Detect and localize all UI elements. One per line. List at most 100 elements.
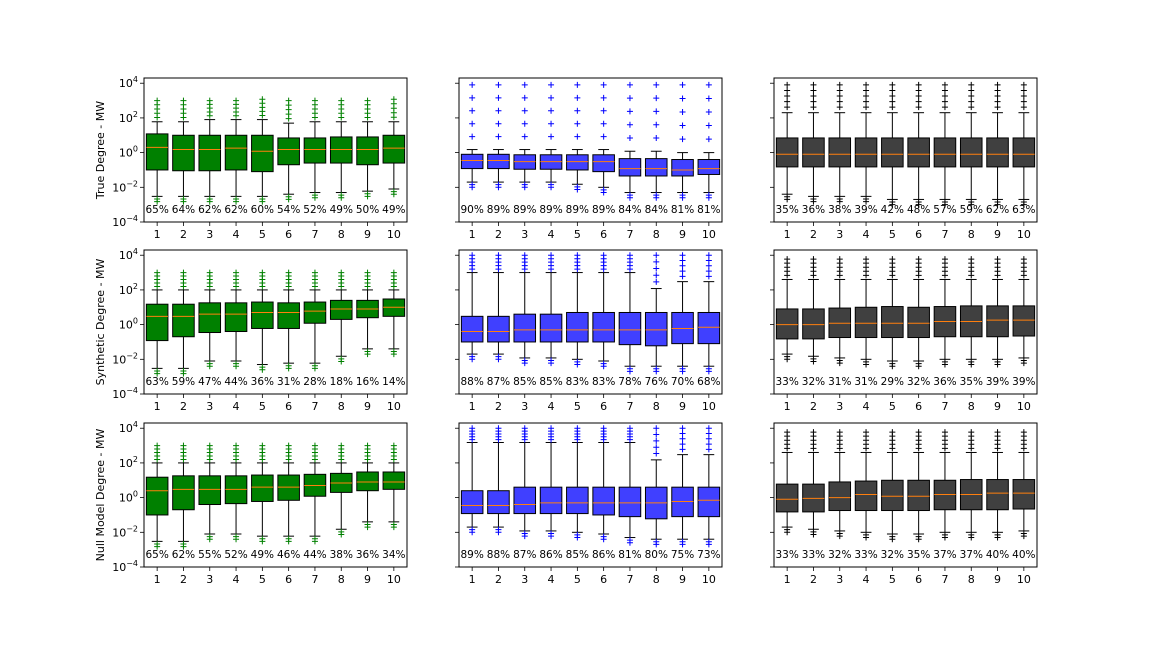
percentage-label: 50% [356, 204, 379, 216]
percentage-label: 42% [881, 204, 904, 216]
percentage-label: 31% [854, 376, 877, 388]
percentage-label: 31% [828, 376, 851, 388]
x-tick-label: 2 [810, 228, 817, 241]
outlier-marker [915, 256, 922, 263]
box-9: 70% 9 [671, 252, 694, 413]
outlier-marker [574, 252, 581, 259]
x-tick-label: 3 [836, 573, 843, 586]
outlier-marker [285, 196, 292, 203]
percentage-label: 65% [145, 204, 168, 216]
x-tick-label: 3 [206, 573, 213, 586]
outlier-marker [626, 81, 633, 88]
outlier-marker [679, 194, 686, 201]
subplot-r3-c1: Null Model Degree - MW10−410−21001021046… [94, 420, 408, 586]
outlier-marker [705, 108, 712, 115]
outlier-marker [364, 442, 371, 449]
outlier-marker [705, 425, 712, 432]
outlier-marker [469, 81, 476, 88]
outlier-marker [233, 198, 240, 205]
outlier-marker [653, 278, 660, 285]
x-tick-label: 1 [784, 400, 791, 413]
outlier-marker [390, 269, 397, 276]
box-body [145, 133, 169, 171]
outlier-marker [626, 539, 633, 546]
x-tick-label: 5 [259, 573, 266, 586]
x-tick-label: 3 [521, 573, 528, 586]
outlier-marker [574, 425, 581, 432]
y-axis-label: Null Model Degree - MW [94, 429, 107, 562]
outlier-marker [626, 368, 633, 375]
box-5: 60% 5 [251, 96, 274, 241]
x-tick-label: 7 [311, 573, 318, 586]
percentage-label: 48% [907, 204, 930, 216]
outlier-marker [836, 81, 843, 88]
percentage-label: 14% [382, 376, 405, 388]
axes-frame [143, 77, 408, 223]
y-tick-label: 10−4 [112, 559, 138, 574]
box-10: 63% 10 [1012, 81, 1036, 241]
box-3: 89% 3 [513, 81, 536, 241]
outlier-marker [548, 425, 555, 432]
outlier-marker [994, 87, 1001, 94]
outlier-marker [679, 257, 686, 264]
outlier-marker [863, 256, 870, 263]
outlier-marker [390, 96, 397, 103]
outlier-marker [600, 120, 607, 127]
outlier-marker [574, 133, 581, 140]
box-body [881, 137, 904, 168]
box-body [460, 153, 484, 170]
box-body [566, 311, 589, 343]
subplot-r1-c2: 90% 1 89% 2 89% 3 89% 4 89% 5 89% 6 84% 7 84% 8 81% 9 81% 1… [455, 77, 723, 241]
outlier-marker [600, 536, 607, 543]
box-3: 85% 3 [513, 252, 536, 413]
box-2: 36% 2 [802, 81, 825, 241]
x-tick-label: 6 [915, 573, 922, 586]
outlier-marker [1020, 256, 1027, 263]
axes-frame [458, 422, 723, 568]
outlier-marker [206, 363, 213, 370]
box-body [881, 306, 904, 339]
outlier-marker [338, 269, 345, 276]
outlier-marker [521, 533, 528, 540]
outlier-marker [548, 120, 555, 127]
outlier-marker [889, 104, 896, 111]
percentage-label: 87% [513, 549, 536, 561]
x-tick-label: 5 [574, 228, 581, 241]
x-tick-label: 6 [600, 400, 607, 413]
outlier-marker [574, 361, 581, 368]
percentage-label: 46% [277, 549, 300, 561]
box-5: 36% 5 [251, 269, 274, 413]
box-5: 29% 5 [881, 256, 904, 413]
outlier-marker [574, 94, 581, 101]
outlier-marker [784, 98, 791, 105]
percentage-label: 40% [1012, 549, 1035, 561]
box-5: 42% 5 [881, 81, 904, 241]
box-body [828, 137, 852, 168]
outlier-marker [574, 120, 581, 127]
outlier-marker [521, 252, 528, 259]
percentage-label: 59% [960, 204, 983, 216]
box-body [172, 134, 195, 172]
subplot-r2-c3: 33% 1 32% 2 31% 3 31% 4 29% 5 32% 6 36% 7 35% 8 39% 9 39% 1… [770, 249, 1038, 413]
y-tick-label: 10−4 [112, 214, 138, 229]
outlier-marker [626, 108, 633, 115]
outlier-marker [600, 363, 607, 370]
outlier-marker [259, 538, 266, 545]
percentage-label: 81% [618, 549, 641, 561]
box-6: 31% 6 [277, 269, 300, 413]
outlier-marker [1020, 429, 1027, 436]
box-3: 38% 3 [828, 81, 852, 241]
box-7: 84% 7 [618, 81, 642, 241]
box-body [618, 158, 642, 177]
x-tick-label: 5 [889, 400, 896, 413]
outlier-marker [390, 524, 397, 531]
outlier-marker [390, 351, 397, 358]
outlier-marker [390, 191, 397, 198]
outlier-marker [206, 536, 213, 543]
x-tick-label: 8 [338, 400, 345, 413]
x-tick-label: 1 [469, 228, 476, 241]
outlier-marker [653, 265, 660, 272]
outlier-marker [653, 541, 660, 548]
box-body [172, 475, 195, 511]
box-1: 88% 1 [460, 252, 484, 413]
